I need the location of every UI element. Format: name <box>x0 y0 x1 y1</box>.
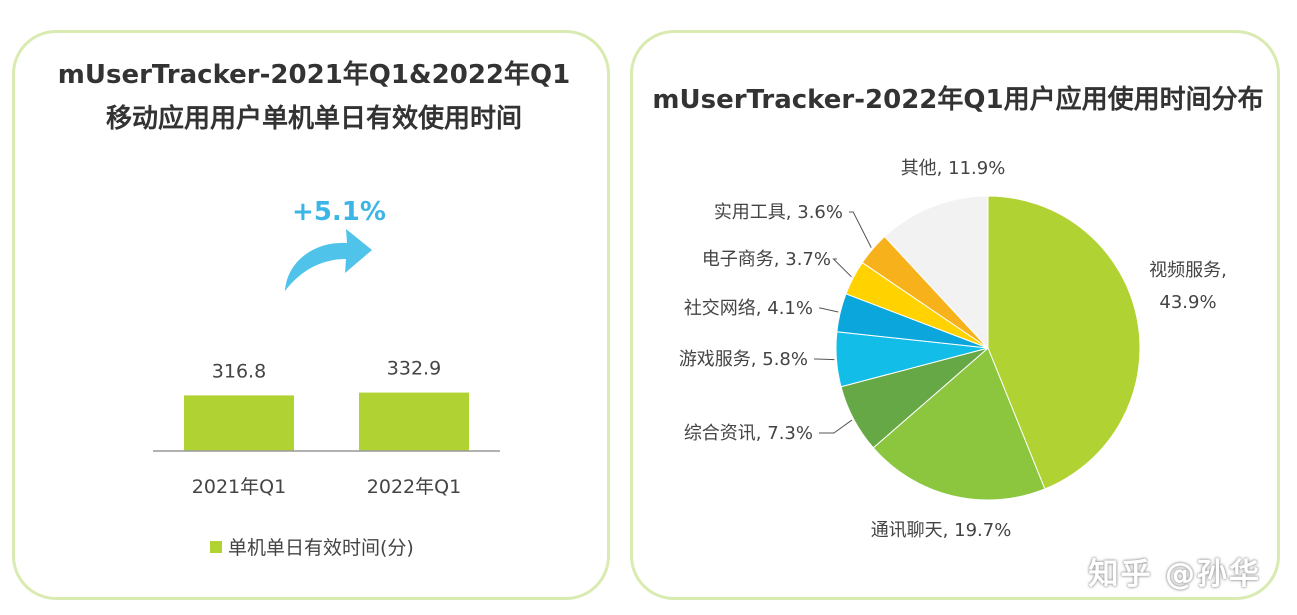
bar-value-label-2: 332.9 <box>387 358 441 380</box>
slice-label-2: 通讯聊天, 19.7% <box>871 520 1012 541</box>
bar-chart: 316.8 2021年Q1 332.9 2022年Q1 +5.1% <box>153 197 500 498</box>
pie-chart-title: mUserTracker-2022年Q1用户应用使用时间分布 <box>652 85 1264 115</box>
slice-label-8: 其他, 11.9% <box>901 158 1006 179</box>
bar-chart-title: mUserTracker-2021年Q1&2022年Q1 移动应用用户单机单日有… <box>15 53 613 141</box>
legend-swatch <box>210 540 222 553</box>
growth-arrow-icon <box>285 229 372 291</box>
slice-label-6: 电子商务, 3.7% <box>702 249 831 270</box>
growth-label: +5.1% <box>292 197 386 227</box>
bar-chart-legend: 单机单日有效时间(分) <box>210 533 414 560</box>
bar-2 <box>359 392 469 451</box>
leader-line-4 <box>814 358 835 361</box>
bar-chart-title-line2: 移动应用用户单机单日有效使用时间 <box>105 104 522 134</box>
slice-label-1: 视频服务, <box>1149 260 1227 281</box>
x-tick-label-2: 2022年Q1 <box>367 476 461 498</box>
pie-chart-panel: mUserTracker-2022年Q1用户应用使用时间分布 视频服务, 43.9… <box>630 30 1280 600</box>
leader-line-3 <box>819 419 853 434</box>
watermark: 知乎 @孙华 <box>1088 557 1261 592</box>
bar-1 <box>184 395 294 451</box>
slice-value-1: 43.9% <box>1159 292 1216 313</box>
legend-label: 单机单日有效时间(分) <box>228 537 414 559</box>
slice-label-5: 社交网络, 4.1% <box>684 298 813 319</box>
leader-line-6 <box>832 258 852 278</box>
pie-slice-8 <box>883 195 989 350</box>
bar-chart-title-line1: mUserTracker-2021年Q1&2022年Q1 <box>57 60 571 90</box>
bar-value-label-1: 316.8 <box>212 360 266 382</box>
slice-label-7: 实用工具, 3.6% <box>714 202 843 223</box>
slice-label-3: 综合资讯, 7.3% <box>684 423 813 444</box>
leader-line-5 <box>819 307 839 313</box>
pie-slice-2 <box>872 347 1046 501</box>
pie-slice-1 <box>987 195 1141 490</box>
pie-chart: 视频服务, 43.9% 通讯聊天, 19.7% 综合资讯, 7.3% 游戏服务, 5.8… <box>679 158 1227 541</box>
x-tick-label-1: 2021年Q1 <box>192 476 286 498</box>
slice-label-4: 游戏服务, 5.8% <box>679 349 808 370</box>
bar-chart-panel: mUserTracker-2021年Q1&2022年Q1 移动应用用户单机单日有… <box>12 30 610 600</box>
leader-line-7 <box>849 211 872 248</box>
